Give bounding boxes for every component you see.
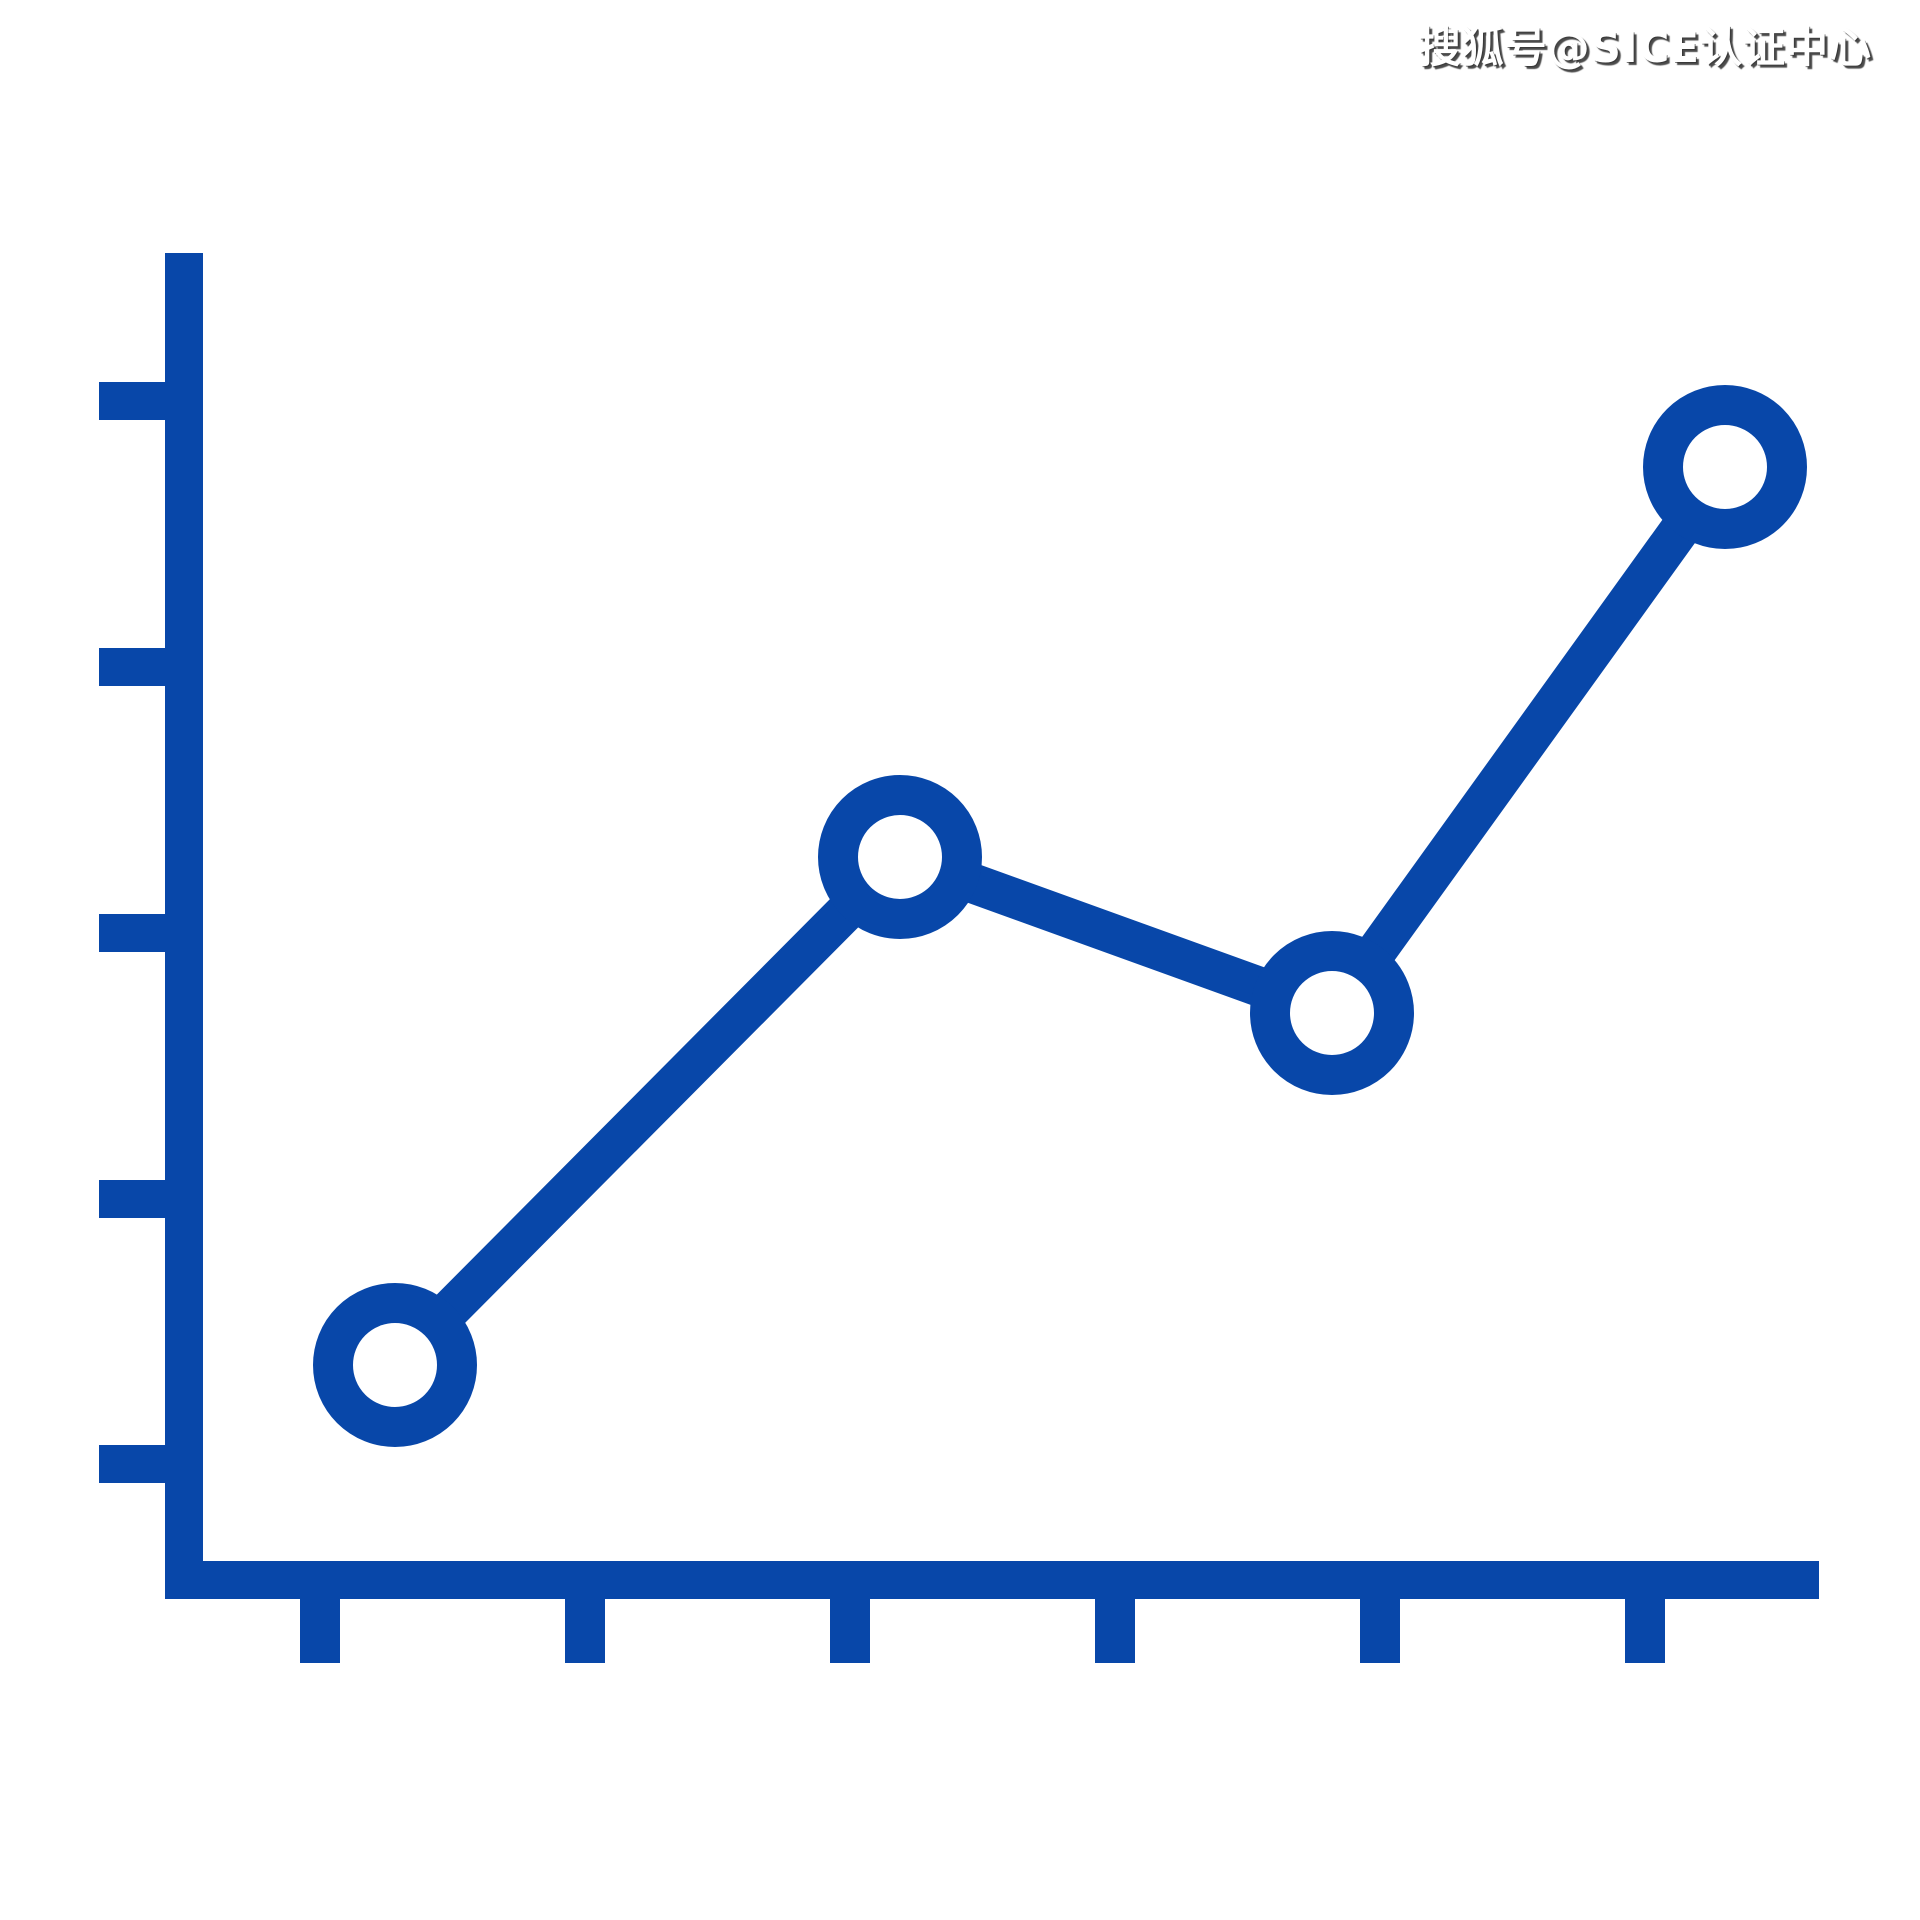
chart-icon-group: [99, 253, 1819, 1663]
data-point-marker: [1250, 931, 1414, 1095]
y-axis-tick: [99, 914, 165, 952]
x-axis-tick: [830, 1599, 870, 1663]
y-axis-tick: [99, 1445, 165, 1483]
x-axis-tick: [1360, 1599, 1400, 1663]
x-axis-tick: [300, 1599, 340, 1663]
data-point-marker: [1643, 385, 1807, 549]
x-axis-tick: [1095, 1599, 1135, 1663]
data-line: [380, 455, 1742, 1380]
x-axis-tick: [1625, 1599, 1665, 1663]
data-point-marker: [818, 775, 982, 939]
data-point-marker: [313, 1283, 477, 1447]
x-axis-bar: [165, 1561, 1819, 1599]
y-axis-tick: [99, 1180, 165, 1218]
y-axis-tick: [99, 648, 165, 686]
y-axis-bar: [165, 253, 203, 1599]
x-axis-tick: [565, 1599, 605, 1663]
watermark: 搜狐号@SICE认证中心: [1418, 23, 1872, 72]
y-axis-tick: [99, 382, 165, 420]
